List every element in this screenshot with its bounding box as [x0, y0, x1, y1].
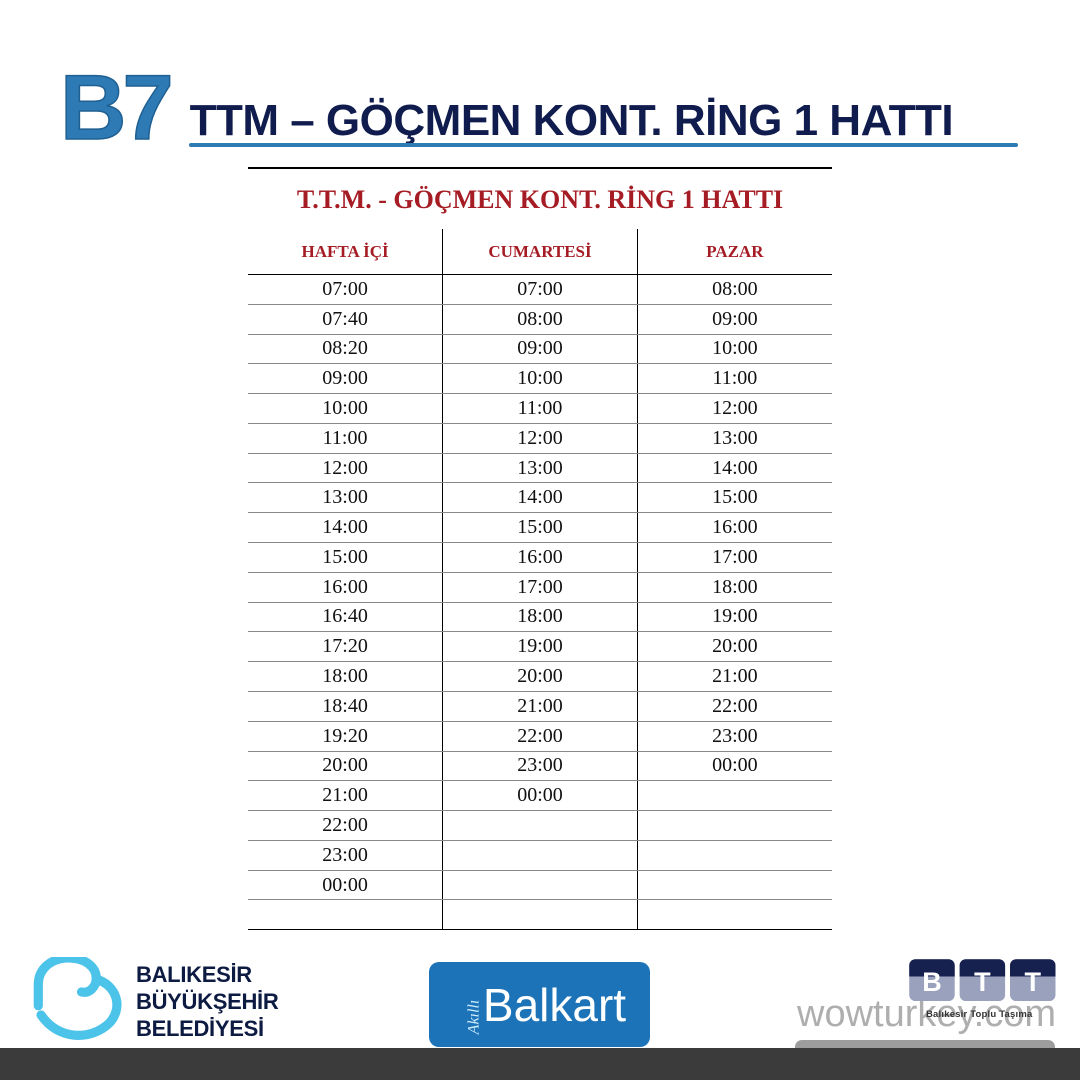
- svg-text:T: T: [1024, 967, 1041, 997]
- svg-text:T: T: [974, 967, 991, 997]
- svg-text:B: B: [922, 967, 942, 997]
